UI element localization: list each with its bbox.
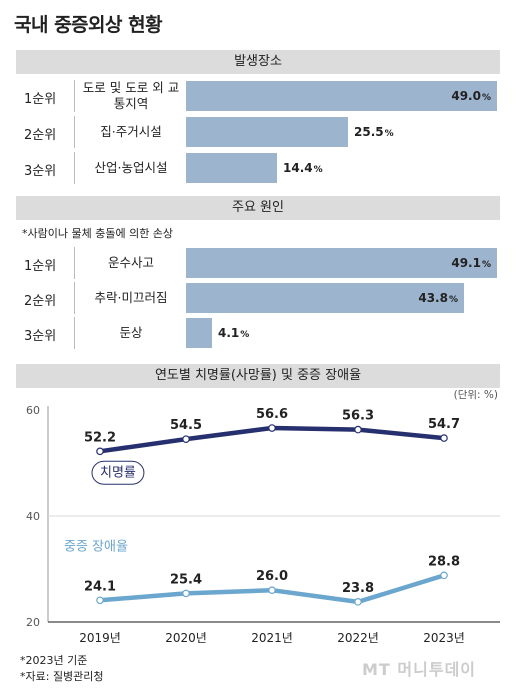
- data-point: [268, 586, 276, 595]
- bar-value: 49.0%: [451, 89, 491, 103]
- divider: [74, 152, 75, 184]
- bar-value: 25.5%: [354, 125, 394, 139]
- footnote-basis: *2023년 기준: [20, 654, 88, 667]
- category-label: 집·주거시설: [100, 124, 162, 139]
- bar: [186, 81, 497, 111]
- page-title: 국내 중증외상 현황: [14, 14, 163, 36]
- x-tick-label: 2021년: [251, 631, 293, 645]
- x-tick-label: 2019년: [79, 631, 121, 645]
- bar: [186, 153, 277, 183]
- publisher-logo: MT 머니투데이: [362, 660, 477, 679]
- category-label: 추락·미끄러짐: [94, 290, 168, 305]
- data-label: 25.4: [170, 572, 202, 587]
- series-label-disability: 중증 장애율: [64, 539, 128, 554]
- y-tick-label: 40: [26, 510, 40, 523]
- bar-value: 14.4%: [283, 161, 323, 175]
- place-row: 2순위 집·주거시설 25.5%: [16, 114, 500, 150]
- bar-value: 49.1%: [451, 256, 491, 270]
- rank-label: 1순위: [24, 92, 57, 107]
- x-tick-label: 2022년: [337, 631, 379, 645]
- cause-row: 2순위 추락·미끄러짐 43.8%: [16, 280, 500, 316]
- rank-label: 1순위: [24, 259, 57, 274]
- data-label: 24.1: [84, 579, 116, 594]
- divider: [74, 282, 75, 314]
- data-label: 28.8: [428, 554, 460, 569]
- data-point: [182, 435, 190, 443]
- category-label: 도로 및 도로 외 교통지역: [82, 80, 180, 111]
- bar-value: 4.1%: [218, 326, 250, 340]
- category-label: 운수사고: [107, 255, 154, 270]
- data-label: 56.6: [256, 407, 288, 422]
- divider: [74, 80, 75, 112]
- data-point: [440, 434, 448, 442]
- data-label: 56.3: [342, 409, 374, 424]
- y-tick-label: 20: [26, 616, 40, 629]
- data-label: 23.8: [342, 581, 374, 596]
- bar: [186, 117, 348, 147]
- data-point: [96, 596, 104, 605]
- x-tick-label: 2023년: [423, 631, 465, 645]
- data-label: 54.7: [428, 417, 460, 432]
- bar: [186, 283, 464, 313]
- cause-row: 3순위 둔상 4.1%: [16, 315, 500, 351]
- rank-label: 2순위: [24, 294, 57, 309]
- cause-note: *사람이나 물체 충돌에 의한 손상: [22, 227, 174, 240]
- category-label: 둔상: [119, 325, 143, 340]
- divider: [74, 116, 75, 148]
- data-label: 54.5: [170, 418, 202, 433]
- bar: [186, 248, 497, 278]
- bar: [186, 318, 212, 348]
- x-tick-label: 2020년: [165, 631, 207, 645]
- place-row: 1순위 도로 및 도로 외 교통지역 49.0%: [16, 78, 500, 114]
- cause-row: 1순위 운수사고 49.1%: [16, 245, 500, 281]
- data-point: [440, 571, 448, 580]
- bar-value: 43.8%: [418, 291, 458, 305]
- data-label: 52.2: [84, 430, 116, 445]
- unit-label: (단위: %): [454, 390, 498, 401]
- y-tick-label: 60: [26, 404, 40, 417]
- series-label-box: [91, 460, 145, 485]
- footnote-source: *자료: 질병관리청: [20, 670, 104, 683]
- cause-section-header: 주요 원인: [16, 196, 500, 220]
- place-section-header: 발생장소: [16, 50, 500, 74]
- rank-label: 3순위: [24, 329, 57, 344]
- trend-line-chart: 60 40 20 (단위: %) 2019년 2020년 2021년 2022년 2023년 52…: [26, 390, 500, 645]
- series-label-fatality: 치명률: [100, 465, 136, 480]
- rank-label: 3순위: [24, 164, 57, 179]
- trend-section-header: 연도별 치명률(사망률) 및 중증 장애율: [16, 364, 500, 388]
- place-row: 3순위 산업·농업시설 14.4%: [16, 150, 500, 186]
- data-point: [182, 589, 190, 598]
- divider: [74, 317, 75, 349]
- data-point: [354, 425, 362, 434]
- data-point: [268, 424, 276, 432]
- data-point: [96, 447, 104, 456]
- rank-label: 2순위: [24, 128, 57, 143]
- divider: [74, 247, 75, 279]
- data-label: 26.0: [256, 569, 288, 584]
- category-label: 산업·농업시설: [94, 160, 168, 175]
- data-point: [354, 598, 362, 606]
